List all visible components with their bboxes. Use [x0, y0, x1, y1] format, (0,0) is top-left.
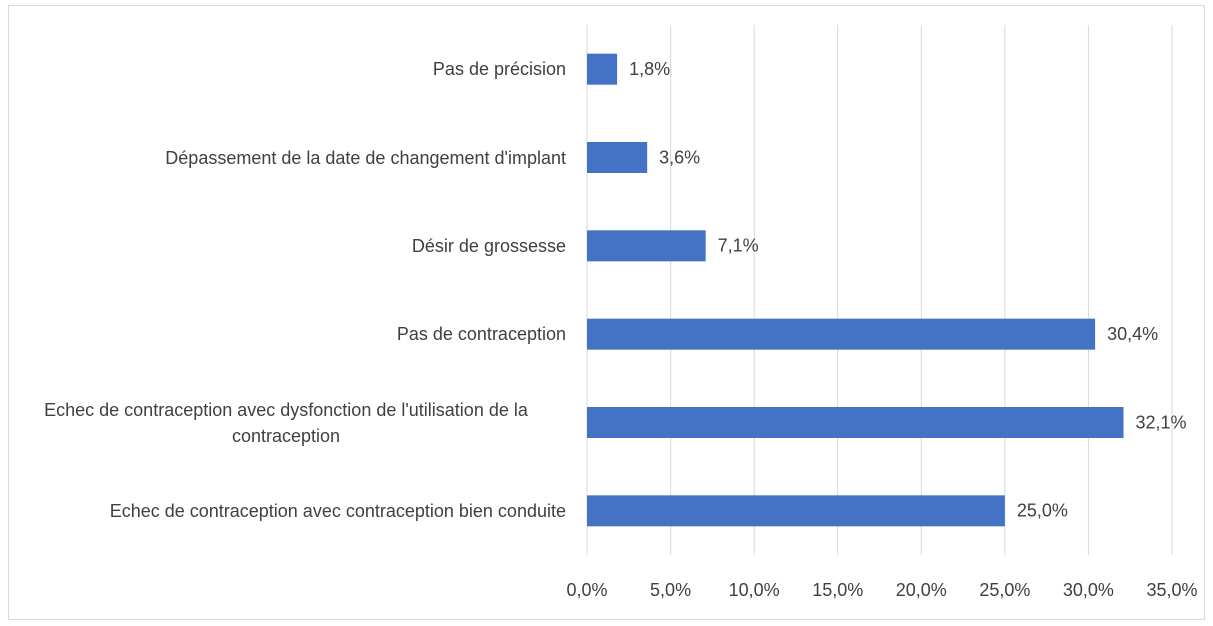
bar — [587, 230, 706, 262]
category-label-box: Pas de précision — [6, 56, 566, 82]
bar — [587, 142, 648, 173]
x-tick-label: 10,0% — [729, 580, 780, 600]
data-label: 25,0% — [1017, 501, 1068, 521]
bar — [587, 318, 1096, 350]
bar — [587, 407, 1124, 438]
data-label: 32,1% — [1136, 412, 1187, 432]
category-label-box: Désir de grossesse — [6, 233, 566, 259]
data-label: 30,4% — [1107, 324, 1158, 344]
x-tick-label: 20,0% — [896, 580, 947, 600]
y-tick-label: Dépassement de la date de changement d'i… — [165, 147, 566, 168]
category-label-box: Pas de contraception — [6, 321, 566, 347]
y-tick-label: Désir de grossesse — [411, 235, 566, 256]
bar — [587, 53, 618, 85]
x-tick-label: 5,0% — [650, 580, 691, 600]
x-tick-label: 35,0% — [1146, 580, 1197, 600]
x-tick-label: 0,0% — [566, 580, 607, 600]
data-label: 1,8% — [629, 59, 670, 79]
category-label-box: Dépassement de la date de changement d'i… — [6, 145, 566, 171]
x-tick-label: 25,0% — [979, 580, 1030, 600]
y-tick-label: Pas de contraception — [396, 324, 566, 345]
x-tick-label: 30,0% — [1063, 580, 1114, 600]
category-label-box: Echec de contraception avec dysfonction … — [6, 397, 566, 449]
data-label: 7,1% — [718, 236, 759, 256]
y-tick-label: Pas de précision — [432, 59, 566, 80]
y-tick-label: Echec de contraception avec dysfonction … — [44, 399, 528, 446]
category-label-box: Echec de contraception avec contraceptio… — [6, 498, 566, 524]
data-label: 3,6% — [659, 147, 700, 167]
bar — [587, 495, 1005, 527]
y-tick-label: Echec de contraception avec contraceptio… — [109, 500, 566, 521]
x-tick-label: 15,0% — [812, 580, 863, 600]
chart-border — [8, 5, 1205, 620]
